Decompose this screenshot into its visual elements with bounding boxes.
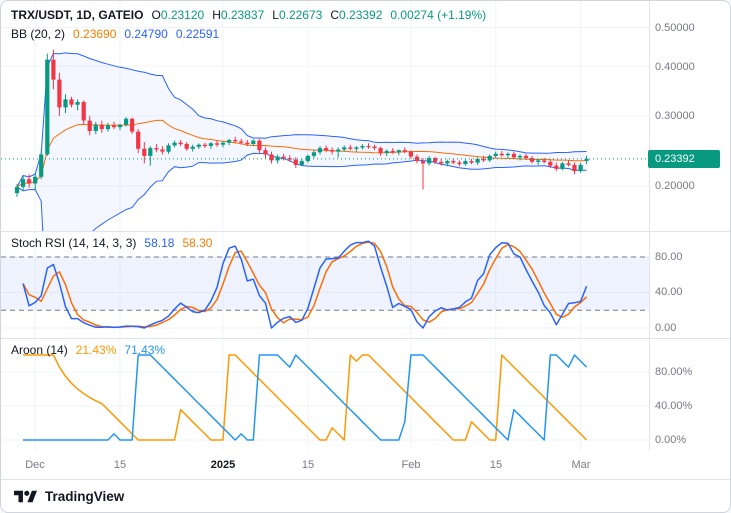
price-axis-label: 0.30000 <box>655 110 695 122</box>
tradingview-logo[interactable]: TradingView <box>14 488 124 505</box>
bb-basis-value: 0.23690 <box>73 27 117 41</box>
time-axis-label-year: 2025 <box>210 459 236 471</box>
time-axis-label: Dec <box>25 459 45 471</box>
price-axis-label: 0.40000 <box>655 61 695 73</box>
time-axis-label: 15 <box>489 459 503 471</box>
aroon-down-value: 71.43% <box>124 343 166 357</box>
bb-legend: BB (20, 2) 0.23690 0.24790 0.22591 <box>11 27 219 41</box>
tradingview-brand-text: TradingView <box>45 489 125 504</box>
time-axis-label: 15 <box>113 459 127 471</box>
tradingview-logo-icon <box>14 490 37 503</box>
aroon-title[interactable]: Aroon (14) <box>11 343 68 357</box>
aroon-up-value: 21.43% <box>75 343 117 357</box>
stoch-axis-label: 80.00 <box>655 251 683 263</box>
ohlc-low: L0.22673 <box>272 8 323 22</box>
time-axis-label: 15 <box>301 459 315 471</box>
chart-canvas[interactable] <box>1 1 730 479</box>
bb-upper-value: 0.24790 <box>124 27 168 41</box>
stoch-axis-label: 0.00 <box>655 322 677 334</box>
ohlc-open: O0.23120 <box>151 8 205 22</box>
bb-lower-value: 0.22591 <box>175 27 220 41</box>
bb-title[interactable]: BB (20, 2) <box>11 27 66 41</box>
stoch-rsi-title[interactable]: Stoch RSI (14, 14, 3, 3) <box>11 236 137 250</box>
change-value: 0.00274 (+1.19%) <box>390 8 487 22</box>
price-axis-label: 0.20000 <box>655 180 695 192</box>
time-axis-label: Mar <box>571 459 591 471</box>
time-axis-label: Feb <box>401 459 421 471</box>
stoch-d-value: 58.30 <box>182 236 213 250</box>
last-price-badge[interactable]: 0.23392 <box>648 150 720 168</box>
aroon-axis-label: 40.00% <box>655 400 693 412</box>
symbol-title[interactable]: TRX/USDT, 1D, GATEIO <box>11 8 144 22</box>
ohlc-high: H0.23837 <box>212 8 265 22</box>
price-axis-label: 0.50000 <box>655 22 695 34</box>
aroon-axis-label: 80.00% <box>655 366 693 378</box>
price-scale[interactable]: 0.50000 0.40000 0.30000 0.20000 80.00 40… <box>647 1 730 451</box>
stoch-k-value: 58.18 <box>144 236 175 250</box>
aroon-axis-label: 0.00% <box>655 434 687 446</box>
stoch-axis-label: 40.00 <box>655 286 683 298</box>
stoch-rsi-legend: Stoch RSI (14, 14, 3, 3) 58.18 58.30 <box>11 236 212 250</box>
time-scale[interactable]: Dec 15 2025 15 Feb 15 Mar <box>1 451 730 479</box>
aroon-legend: Aroon (14) 21.43% 71.43% <box>11 343 165 357</box>
bottom-toolbar: TradingView <box>1 479 730 512</box>
main-pane-legend: TRX/USDT, 1D, GATEIO O0.23120 H0.23837 L… <box>11 8 486 22</box>
ohlc-close: C0.23392 <box>330 8 383 22</box>
